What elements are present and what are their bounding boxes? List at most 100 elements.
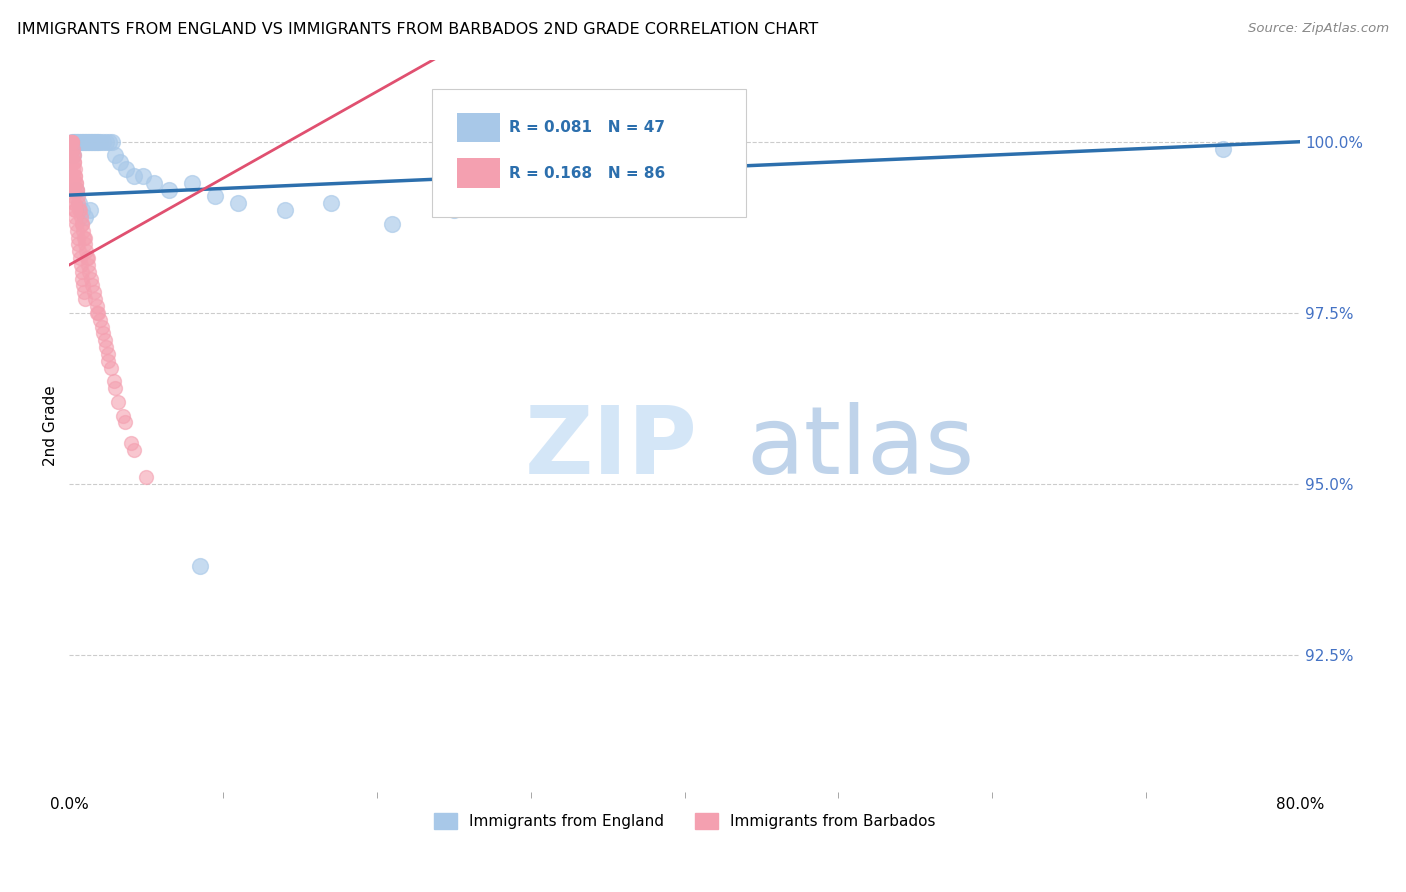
Point	[60, 142, 83, 156]
Point	[65, 210, 87, 224]
Point	[91, 326, 114, 341]
Point	[63, 196, 86, 211]
Point	[63, 155, 86, 169]
Text: R = 0.081   N = 47: R = 0.081 N = 47	[509, 120, 665, 136]
Point	[188, 559, 211, 574]
Point	[75, 135, 97, 149]
Point	[83, 135, 105, 149]
Point	[76, 251, 98, 265]
Point	[62, 183, 84, 197]
Point	[122, 169, 145, 183]
Point	[60, 135, 83, 149]
Point	[96, 340, 118, 354]
Point	[228, 196, 250, 211]
FancyBboxPatch shape	[432, 89, 747, 217]
Point	[89, 312, 111, 326]
Point	[62, 148, 84, 162]
Point	[101, 135, 124, 149]
Point	[60, 135, 83, 149]
Point	[66, 189, 89, 203]
Point	[69, 251, 91, 265]
Point	[82, 135, 104, 149]
Point	[67, 135, 90, 149]
Point	[73, 230, 96, 244]
Point	[103, 374, 125, 388]
Point	[120, 436, 142, 450]
Point	[83, 285, 105, 300]
Point	[59, 169, 82, 183]
Point	[76, 135, 98, 149]
Point	[63, 196, 86, 211]
Point	[72, 224, 94, 238]
Point	[93, 333, 115, 347]
Point	[520, 196, 543, 211]
Point	[63, 203, 86, 218]
Point	[65, 135, 87, 149]
Point	[65, 183, 87, 197]
Point	[89, 135, 111, 149]
Text: IMMIGRANTS FROM ENGLAND VS IMMIGRANTS FROM BARBADOS 2ND GRADE CORRELATION CHART: IMMIGRANTS FROM ENGLAND VS IMMIGRANTS FR…	[17, 22, 818, 37]
Point	[97, 347, 120, 361]
Point	[77, 265, 100, 279]
Point	[80, 271, 103, 285]
Point	[66, 224, 89, 238]
Point	[72, 203, 94, 218]
Point	[112, 409, 135, 423]
Point	[60, 176, 83, 190]
Point	[443, 203, 465, 218]
Point	[63, 135, 86, 149]
Point	[69, 203, 91, 218]
Point	[115, 162, 138, 177]
Point	[72, 217, 94, 231]
Point	[66, 183, 89, 197]
Point	[59, 135, 82, 149]
Point	[67, 244, 90, 259]
Point	[76, 258, 98, 272]
Point	[70, 135, 93, 149]
Point	[87, 306, 110, 320]
Point	[59, 135, 82, 149]
Point	[75, 237, 97, 252]
Point	[70, 265, 93, 279]
Point	[62, 189, 84, 203]
Point	[65, 176, 87, 190]
Text: atlas: atlas	[747, 401, 974, 494]
Point	[80, 135, 103, 149]
Point	[62, 169, 84, 183]
Point	[204, 189, 226, 203]
FancyBboxPatch shape	[457, 113, 501, 143]
Point	[63, 162, 86, 177]
Point	[65, 183, 87, 197]
Point	[122, 442, 145, 457]
Point	[73, 230, 96, 244]
Point	[157, 183, 180, 197]
Point	[84, 135, 107, 149]
Point	[91, 135, 114, 149]
Point	[100, 360, 122, 375]
Point	[65, 169, 87, 183]
Point	[73, 285, 96, 300]
Point	[72, 278, 94, 293]
Point	[72, 135, 94, 149]
Point	[66, 230, 89, 244]
Point	[60, 183, 83, 197]
Point	[63, 155, 86, 169]
Point	[381, 217, 404, 231]
Point	[60, 148, 83, 162]
Text: ZIP: ZIP	[524, 401, 697, 494]
Point	[77, 135, 100, 149]
Point	[62, 162, 84, 177]
Point	[135, 470, 157, 484]
Point	[67, 196, 90, 211]
Point	[86, 135, 108, 149]
Point	[84, 292, 107, 306]
Point	[643, 169, 665, 183]
Point	[63, 169, 86, 183]
Point	[75, 210, 97, 224]
Point	[59, 135, 82, 149]
Point	[86, 306, 108, 320]
Point	[107, 394, 129, 409]
Point	[76, 251, 98, 265]
Point	[142, 176, 165, 190]
Point	[65, 176, 87, 190]
